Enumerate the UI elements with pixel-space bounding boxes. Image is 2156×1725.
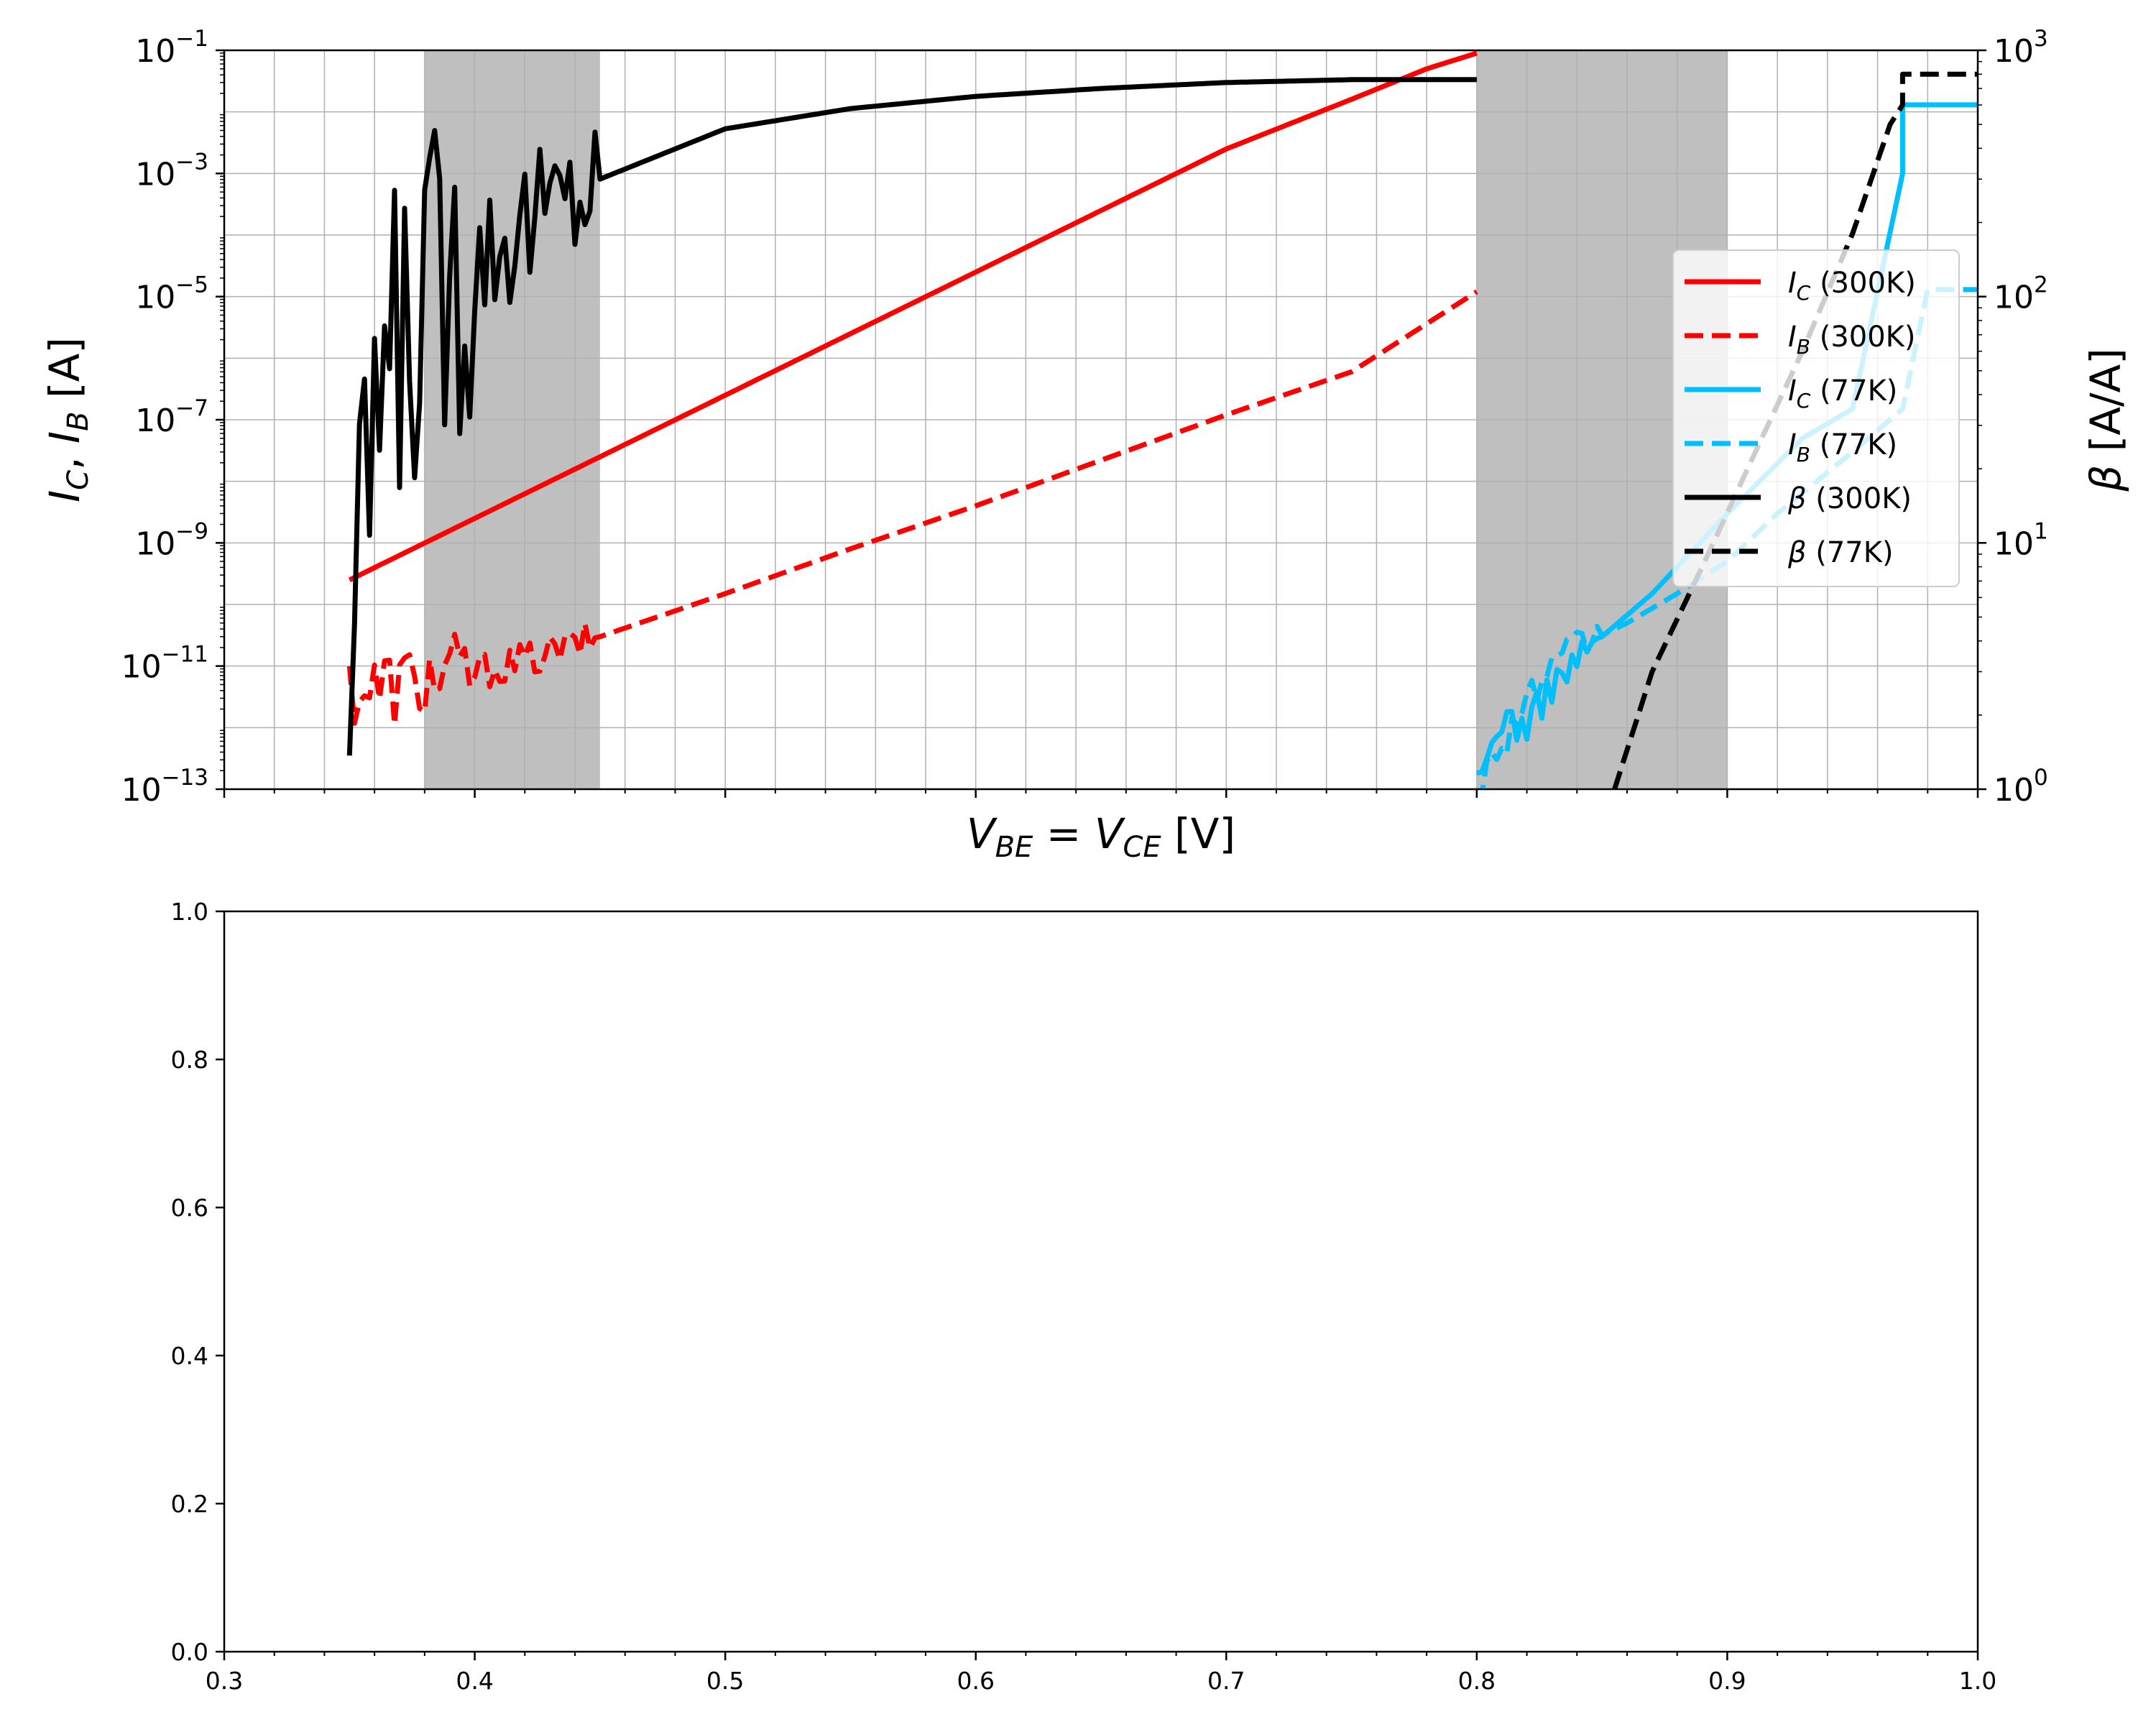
top-x-axis-label: VBE = VCE [V] xyxy=(967,809,1235,864)
y-tick-label: 0.0 xyxy=(171,1638,208,1666)
x-tick-label: 0.4 xyxy=(456,1667,493,1695)
bottom-plot-frame xyxy=(223,910,1979,1653)
y-tick-label: 0.8 xyxy=(171,1046,208,1074)
bottom-y-ticks: 0.0 0.2 0.4 0.6 0.8 1.0 xyxy=(171,898,224,1666)
y-tick-label: 0.2 xyxy=(171,1490,208,1518)
y2-tick-label: 101 xyxy=(1994,518,2048,562)
series-ib300 xyxy=(346,289,1478,727)
top-x-ticks xyxy=(223,789,1979,798)
y-tick-label: 10−9 xyxy=(135,518,208,562)
legend-label: β (300K) xyxy=(1787,482,1912,515)
x-tick-label: 0.3 xyxy=(206,1667,243,1695)
legend: IC (300K) IB (300K) IC (77K) IB (77K) β (300… xyxy=(1672,249,1960,587)
legend-label: IB (77K) xyxy=(1788,428,1897,466)
legend-entry-ic77: IC (77K) xyxy=(1685,374,1897,413)
y-tick-label: 10−11 xyxy=(121,642,208,686)
top-y2-axis-label: β [A/A] xyxy=(2081,348,2130,492)
y-tick-label: 10−5 xyxy=(135,272,208,316)
legend-label: IC (77K) xyxy=(1788,374,1897,413)
top-y-ticks: 10−13 10−11 10−9 10−7 10−5 10−3 10−1 xyxy=(121,26,224,809)
bottom-panel: 0.3 0.4 0.5 0.6 0.7 0.8 0.9 1.0 0.0 0.2 0.4 0.6 0.8… xyxy=(171,898,1997,1695)
y-tick-label: 10−1 xyxy=(135,26,208,70)
x-tick-label: 0.7 xyxy=(1207,1667,1245,1695)
series-ic300 xyxy=(348,50,1478,583)
legend-label: IC (300K) xyxy=(1788,267,1916,305)
legend-entry-ic300: IC (300K) xyxy=(1685,267,1916,305)
y-tick-label: 10−13 xyxy=(121,765,208,809)
top-y-axis-label: IC, IB [A] xyxy=(40,337,95,502)
x-tick-label: 0.6 xyxy=(957,1667,994,1695)
top-panel: 10−13 10−11 10−9 10−7 10−5 10−3 10−1 100 101 102… xyxy=(40,26,2130,864)
legend-entry-ib77: IB (77K) xyxy=(1685,428,1897,466)
bottom-x-ticks: 0.3 0.4 0.5 0.6 0.7 0.8 0.9 1.0 xyxy=(206,1652,1996,1695)
y2-tick-label: 103 xyxy=(1994,26,2048,70)
legend-entry-beta77: β (77K) xyxy=(1685,536,1894,569)
legend-label: IB (300K) xyxy=(1788,321,1916,359)
y-tick-label: 10−3 xyxy=(135,149,208,193)
legend-entry-beta300: β (300K) xyxy=(1685,482,1912,515)
x-tick-label: 0.5 xyxy=(706,1667,744,1695)
x-tick-label: 1.0 xyxy=(1959,1667,1996,1695)
legend-label: β (77K) xyxy=(1787,536,1894,569)
y-tick-label: 10−7 xyxy=(135,395,208,439)
y-tick-label: 0.6 xyxy=(171,1194,208,1222)
y-tick-label: 0.4 xyxy=(171,1342,208,1370)
x-tick-label: 0.9 xyxy=(1708,1667,1746,1695)
top-y2-ticks: 100 101 102 103 xyxy=(1978,26,2048,809)
y2-tick-label: 100 xyxy=(1994,765,2048,809)
legend-entry-ib300: IB (300K) xyxy=(1685,321,1916,359)
series-beta300 xyxy=(346,77,1477,756)
y2-tick-label: 102 xyxy=(1994,272,2048,316)
series-ib77 xyxy=(1480,287,1978,789)
x-tick-label: 0.8 xyxy=(1458,1667,1496,1695)
y-tick-label: 1.0 xyxy=(171,898,208,926)
